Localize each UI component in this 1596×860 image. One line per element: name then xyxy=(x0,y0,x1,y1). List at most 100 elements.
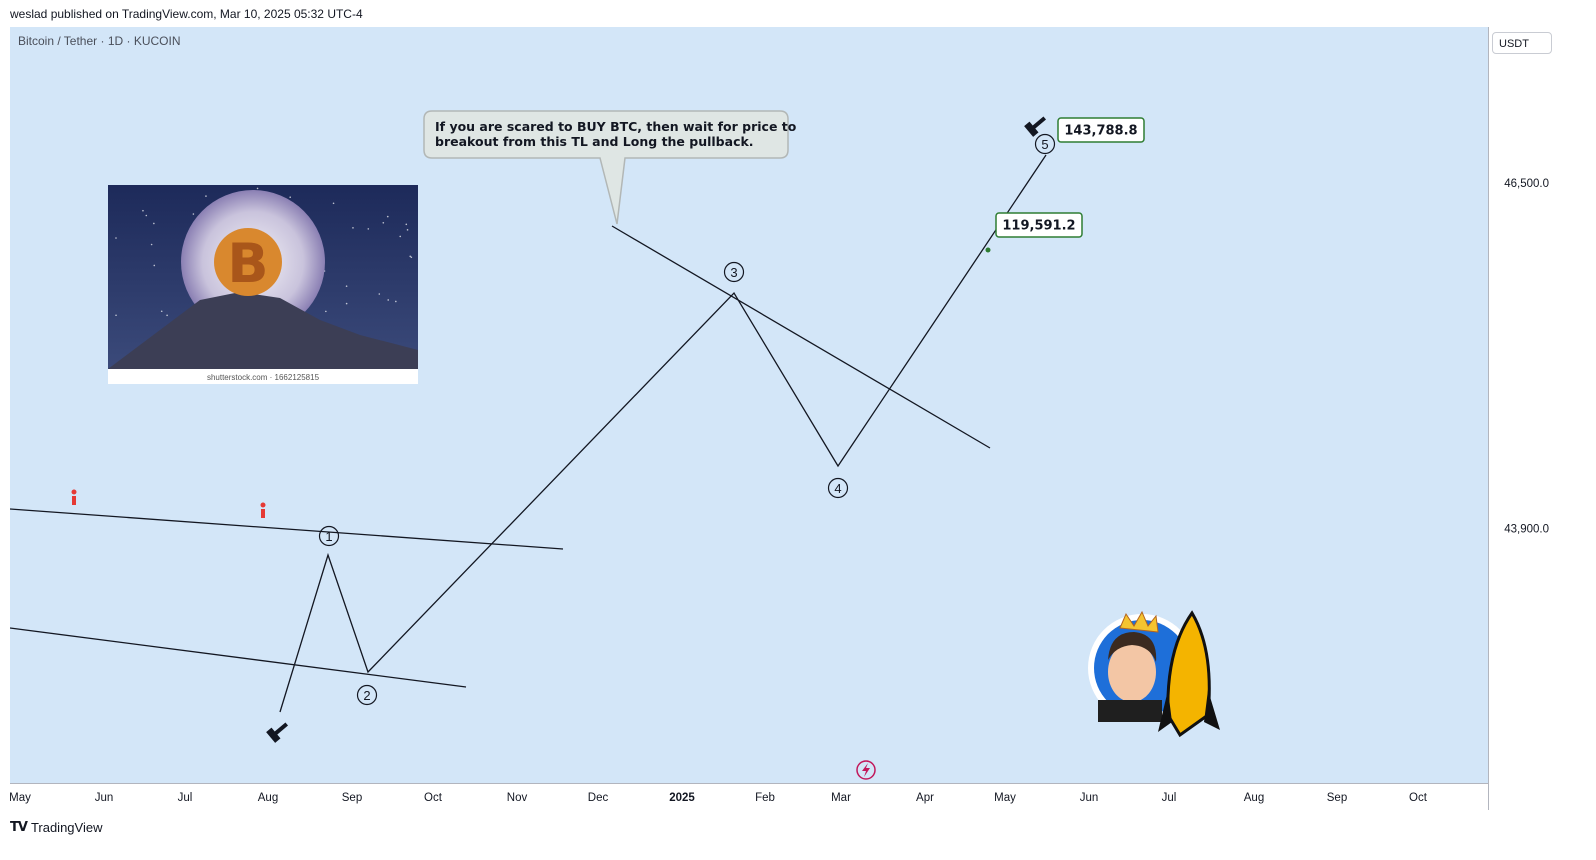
image-star xyxy=(150,243,153,246)
crown-icon xyxy=(1119,610,1159,633)
image-star xyxy=(387,299,390,301)
wave-label-circle xyxy=(318,525,340,547)
time-tick-label: Sep xyxy=(342,792,362,804)
wave-label-circle xyxy=(723,261,745,283)
gavel-icon xyxy=(1024,116,1047,137)
trendline xyxy=(10,508,564,550)
gavel-head xyxy=(1024,121,1039,137)
image-star xyxy=(367,228,370,230)
target-value: 119,591.2 xyxy=(1002,219,1075,234)
time-tick-label: Feb xyxy=(755,792,775,804)
image-star xyxy=(399,235,402,238)
sticker-face xyxy=(1108,642,1156,702)
wave-label: 4 xyxy=(834,481,841,496)
time-tick-label: Oct xyxy=(424,792,443,804)
trendline xyxy=(611,225,991,449)
time-axis[interactable] xyxy=(10,783,1488,811)
image-star xyxy=(405,223,408,226)
footer-brand: TV TradingView xyxy=(10,820,102,835)
wave-path xyxy=(279,154,1047,713)
time-tick-label: Mar xyxy=(831,792,851,804)
callout-bubble xyxy=(423,110,789,225)
bitcoin-coin xyxy=(214,228,282,296)
price-axis[interactable] xyxy=(1488,27,1559,810)
image-star xyxy=(160,310,163,313)
gavel-icon xyxy=(266,722,289,743)
wave-label: 5 xyxy=(1041,137,1048,152)
time-tick-label: Sep xyxy=(1327,792,1347,804)
flash-icon xyxy=(856,760,876,780)
image-star xyxy=(142,209,144,212)
wave-label: 1 xyxy=(325,529,332,544)
wave-label-circle xyxy=(1034,133,1056,155)
image-mountain xyxy=(108,292,418,369)
image-star xyxy=(382,222,385,224)
rocket-fin xyxy=(1158,690,1220,732)
time-tick-label: May xyxy=(9,792,31,804)
time-tick-label: 2025 xyxy=(669,792,695,804)
image-star xyxy=(153,222,155,225)
image-star xyxy=(115,237,117,239)
wave-label-circle xyxy=(356,684,378,706)
image-star xyxy=(115,314,117,317)
target-dot xyxy=(985,247,991,253)
bitcoin-symbol: B xyxy=(227,232,268,295)
image-star xyxy=(410,256,413,259)
image-star xyxy=(192,213,195,215)
callout-text-line: breakout from this TL and Long the pullb… xyxy=(435,134,754,149)
time-tick-label: Aug xyxy=(1244,792,1264,804)
image-star xyxy=(205,195,207,197)
price-tick-label: 46,500.0 xyxy=(1504,178,1549,190)
info-marker-icon xyxy=(72,496,76,505)
time-tick-label: Jun xyxy=(1080,792,1099,804)
target-box xyxy=(995,212,1083,238)
price-tick-label: 43,900.0 xyxy=(1504,524,1549,536)
sticker-image xyxy=(1088,610,1220,738)
tradingview-logo-icon: TV xyxy=(10,820,28,835)
image-star xyxy=(386,215,389,218)
image-star xyxy=(289,196,291,199)
target-box xyxy=(1057,117,1145,143)
info-marker-icon xyxy=(260,502,266,508)
gavel-handle xyxy=(273,722,289,736)
time-tick-label: Apr xyxy=(916,792,934,804)
time-tick-label: Aug xyxy=(258,792,278,804)
image-star xyxy=(325,310,327,313)
sticker-suit xyxy=(1098,700,1162,722)
sticker-hair xyxy=(1108,632,1157,662)
image-star xyxy=(256,187,259,190)
image-star xyxy=(153,264,156,267)
wave-label-circle xyxy=(827,477,849,499)
image-star xyxy=(378,293,381,295)
symbol-info: Bitcoin / Tether · 1D · KUCOIN xyxy=(18,34,181,48)
image-star xyxy=(409,255,412,258)
gavel-handle xyxy=(1031,116,1047,130)
image-star xyxy=(345,302,348,305)
time-tick-label: Jul xyxy=(1162,792,1177,804)
image-star xyxy=(332,202,335,205)
gavel-head xyxy=(266,727,281,743)
image-star xyxy=(345,285,348,287)
info-marker-icon xyxy=(261,509,265,518)
image-caption: shutterstock.com · 1662125815 xyxy=(207,373,320,382)
info-marker-icon xyxy=(71,489,77,495)
currency-button[interactable]: USDT xyxy=(1492,32,1552,54)
trendline xyxy=(10,627,467,688)
footer-brand-text: TradingView xyxy=(30,820,103,835)
wave-label: 3 xyxy=(730,265,737,280)
callout-text-line: If you are scared to BUY BTC, then wait … xyxy=(435,119,797,134)
time-tick-label: Nov xyxy=(507,792,528,804)
time-tick-label: Jun xyxy=(95,792,114,804)
target-value: 143,788.8 xyxy=(1064,124,1137,139)
image-star xyxy=(406,229,409,231)
rocket-icon xyxy=(1166,610,1211,738)
publish-info: weslad published on TradingView.com, Mar… xyxy=(10,7,363,21)
time-tick-label: Dec xyxy=(588,792,609,804)
image-star xyxy=(352,227,354,229)
image-star xyxy=(166,314,168,317)
time-tick-label: May xyxy=(994,792,1016,804)
image-star xyxy=(395,300,397,303)
image-star xyxy=(145,214,148,217)
